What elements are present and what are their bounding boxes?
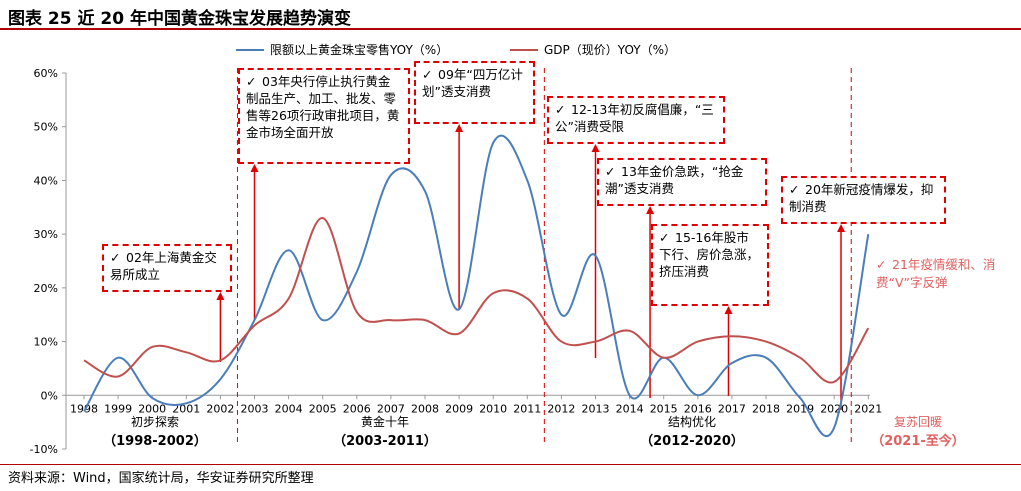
phase-2-range: （2003-2011）	[333, 434, 437, 449]
y-tick-label: 40%	[34, 174, 58, 187]
legend: 限额以上黄金珠宝零售YOY（%） GDP（现价）YOY（%）	[236, 42, 676, 57]
check-icon: ✓	[789, 182, 800, 197]
y-tick-label: 60%	[34, 67, 58, 80]
series-lines	[83, 134, 870, 438]
annotation-2009-text: 09年“四万亿计划”透支消费	[422, 67, 523, 99]
axes: -10%0%10%20%30%40%50%60%1998 1999 2000 2001…	[30, 67, 883, 456]
annotation-2021: ✓ 21年疫情缓和、消费“V”字反弹	[876, 256, 1016, 292]
phase-4-name: 复苏回暖	[893, 415, 942, 429]
x-tick-label: 2021	[854, 402, 882, 415]
series-line-2	[83, 217, 870, 384]
series-line-1	[83, 134, 870, 438]
x-tick-label: 2002	[206, 402, 234, 415]
check-icon: ✓	[110, 250, 121, 265]
check-icon: ✓	[659, 230, 670, 245]
phase-4-range: （2021-至今）	[871, 434, 965, 449]
x-tick-label: 1998	[70, 402, 98, 415]
x-tick-label: 2009	[445, 402, 473, 415]
x-tick-label: 2018	[752, 402, 780, 415]
annotation-arrows	[216, 124, 846, 410]
check-icon: ✓	[422, 67, 433, 82]
source-note: 资料来源：Wind，国家统计局，华安证券研究所整理	[8, 471, 314, 486]
x-tick-label: 2008	[411, 402, 439, 415]
y-tick-label: 10%	[34, 336, 58, 349]
y-tick-label: 30%	[34, 228, 58, 241]
annotation-2021-text: 21年疫情缓和、消费“V”字反弹	[876, 257, 996, 290]
page-title: 图表 25 近 20 年中国黄金珠宝发展趋势演变	[8, 9, 351, 29]
arrow-head	[724, 306, 733, 314]
source-divider	[0, 464, 1021, 465]
annotation-2013: ✓ 13年金价急跌，“抢金潮”透支消费	[597, 158, 767, 206]
x-tick-label: 1999	[104, 402, 132, 415]
phase-3-label: 结构优化 （2012-2020）	[632, 413, 752, 449]
x-tick-label: 2006	[343, 402, 371, 415]
check-icon: ✓	[876, 257, 887, 272]
y-tick-label: -10%	[30, 443, 58, 456]
annotation-2015: ✓ 15-16年股市下行、房价急涨，挤压消费	[651, 224, 769, 306]
check-icon: ✓	[605, 164, 616, 179]
legend-label-2: GDP（现价）YOY（%）	[544, 43, 676, 57]
arrow-head	[455, 124, 464, 132]
annotation-2020: ✓ 20年新冠疫情爆发，抑制消费	[781, 176, 946, 224]
x-tick-label: 2004	[275, 402, 303, 415]
annotation-2015-text: 15-16年股市下行、房价急涨，挤压消费	[659, 230, 760, 279]
x-tick-label: 2007	[377, 402, 405, 415]
x-tick-label: 2020	[820, 402, 848, 415]
x-tick-label: 2014	[616, 402, 644, 415]
x-tick-label: 2013	[582, 402, 610, 415]
annotation-2003-text: 03年央行停止执行黄金制品生产、加工、批发、零售等26项行政审批项目，黄金市场全…	[246, 74, 400, 140]
x-tick-label: 2011	[513, 402, 541, 415]
x-tick-label: 2016	[684, 402, 712, 415]
check-icon: ✓	[246, 74, 257, 89]
annotation-2013-text: 13年金价急跌，“抢金潮”透支消费	[605, 164, 744, 196]
legend-label-1: 限额以上黄金珠宝零售YOY（%）	[270, 42, 448, 57]
phase-1-range: （1998-2002）	[103, 434, 207, 449]
phase-1-label: 初步探索 （1998-2002）	[100, 413, 210, 449]
phase-4-label: 复苏回暖 （2021-至今）	[858, 413, 978, 449]
arrow-head	[837, 224, 846, 232]
annotation-2012-text: 12-13年初反腐倡廉，“三公”消费受限	[555, 102, 714, 134]
x-tick-label: 2019	[786, 402, 814, 415]
annotation-2020-text: 20年新冠疫情爆发，抑制消费	[789, 182, 934, 214]
x-tick-label: 2005	[309, 402, 337, 415]
annotation-2009: ✓ 09年“四万亿计划”透支消费	[414, 61, 535, 124]
x-tick-label: 2017	[718, 402, 746, 415]
phase-2-name: 黄金十年	[360, 415, 409, 429]
x-tick-label: 2015	[650, 402, 678, 415]
x-tick-label: 2012	[547, 402, 575, 415]
phase-2-label: 黄金十年 （2003-2011）	[325, 413, 445, 449]
x-tick-label: 2000	[138, 402, 166, 415]
title-divider	[0, 28, 1021, 30]
check-icon: ✓	[555, 102, 566, 117]
y-tick-label: 0%	[41, 389, 58, 402]
phase-3-name: 结构优化	[667, 415, 716, 429]
x-tick-label: 2010	[479, 402, 507, 415]
arrow-head	[646, 206, 655, 214]
phase-3-range: （2012-2020）	[640, 434, 744, 449]
annotation-2002: ✓ 02年上海黄金交易所成立	[102, 244, 232, 292]
annotation-2003: ✓ 03年央行停止执行黄金制品生产、加工、批发、零售等26项行政审批项目，黄金市场…	[238, 68, 410, 164]
arrow-head	[216, 292, 225, 300]
x-tick-label: 2003	[241, 402, 269, 415]
y-tick-label: 50%	[34, 121, 58, 134]
annotation-2012: ✓ 12-13年初反腐倡廉，“三公”消费受限	[547, 96, 725, 144]
y-tick-label: 20%	[34, 282, 58, 295]
arrow-head	[250, 164, 259, 172]
annotation-2002-text: 02年上海黄金交易所成立	[110, 250, 217, 282]
phase-1-name: 初步探索	[130, 415, 179, 429]
arrow-head	[591, 144, 600, 152]
